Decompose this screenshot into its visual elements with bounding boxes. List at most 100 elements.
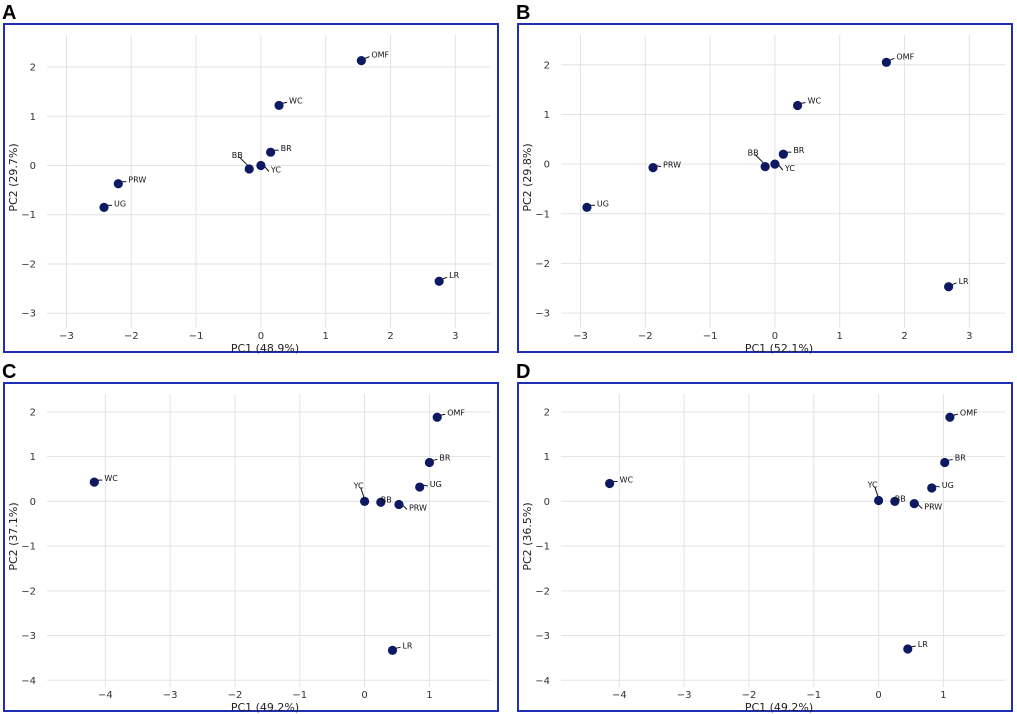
point-label-bb: BB <box>232 151 243 160</box>
scatter-point-bb <box>244 164 254 174</box>
point-label-prw: PRW <box>128 176 146 185</box>
y-tick-label: 1 <box>544 110 550 121</box>
scatter-point-yc <box>360 496 370 506</box>
scatter-point-ug <box>582 202 592 212</box>
panel-c-chart: −4 −3 −2 −1 0 1 2 1 0 −1 −2 −3 −4 PC1 (49.2%) PC2 (37.… <box>7 394 491 714</box>
scatter-point-omf <box>356 56 366 66</box>
scatter-point-lr <box>944 282 954 292</box>
scatter-point-lr <box>903 644 913 654</box>
x-tick-label: −1 <box>703 331 718 342</box>
y-tick-label: −2 <box>21 586 36 597</box>
point-label-br: BR <box>793 146 804 155</box>
scatter-point-omf <box>432 412 442 422</box>
point-label-br: BR <box>281 144 292 153</box>
scatter-point-bb <box>890 496 900 506</box>
y-tick-label: 0 <box>544 160 550 171</box>
x-tick-label: 1 <box>837 331 843 342</box>
x-tick-label: −3 <box>677 690 692 701</box>
point-label-yc: YC <box>784 164 795 173</box>
scatter-point-ug <box>927 483 937 493</box>
x-tick-label: −3 <box>573 331 588 342</box>
y-tick-label: 0 <box>30 497 36 508</box>
point-label-lr: LR <box>959 277 969 286</box>
point-label-wc: WC <box>289 96 303 105</box>
x-tick-label: −3 <box>163 690 178 701</box>
y-tick-label: −2 <box>535 586 550 597</box>
point-label-bb: BB <box>895 494 906 503</box>
panel-d-chart: −4 −3 −2 −1 0 1 2 1 0 −1 −2 −3 −4 PC1 (49.2%) PC2 (36.… <box>521 394 1005 714</box>
point-label-bb: BB <box>381 495 392 504</box>
x-tick-label: 3 <box>966 331 972 342</box>
y-tick-label: 1 <box>30 112 36 123</box>
point-label-wc: WC <box>620 475 634 484</box>
x-tick-label: −3 <box>59 331 74 342</box>
y-axis-label: PC2 (36.5%) <box>521 502 534 570</box>
point-label-ug: UG <box>942 481 954 490</box>
point-label-yc: YC <box>270 165 281 174</box>
scatter-point-lr <box>387 645 398 655</box>
x-tick-label: −2 <box>124 331 139 342</box>
x-tick-label: 1 <box>426 690 432 701</box>
scatter-point-prw <box>648 162 658 173</box>
scatter-point-ug <box>99 202 109 212</box>
point-label-yc: YC <box>867 480 878 489</box>
point-label-omf: OMF <box>960 408 978 417</box>
x-tick-label: 1 <box>323 331 329 342</box>
y-tick-label: −3 <box>21 631 36 642</box>
panel-c-frame: −4 −3 −2 −1 0 1 2 1 0 −1 −2 −3 −4 PC1 (49.2%) PC2 (37.… <box>3 382 499 714</box>
panel-letter-d: D <box>516 361 531 383</box>
x-tick-label: −2 <box>638 331 653 342</box>
scatter-point-yc <box>256 160 266 171</box>
point-label-ug: UG <box>430 480 442 489</box>
panel-letter-c: C <box>2 361 17 383</box>
y-tick-label: 2 <box>544 407 550 418</box>
scatter-point-br <box>940 457 950 468</box>
y-tick-label: −1 <box>535 209 550 220</box>
scatter-point-wc <box>605 478 615 489</box>
scatter-point-yc <box>874 495 884 506</box>
point-label-yc: YC <box>353 481 364 490</box>
panel-letter-b: B <box>516 2 531 24</box>
x-tick-label: 2 <box>901 331 907 342</box>
y-tick-label: −4 <box>535 676 550 687</box>
y-tick-label: 0 <box>30 161 36 172</box>
y-tick-label: 2 <box>30 407 36 418</box>
x-tick-label: −4 <box>98 690 113 701</box>
point-label-br: BR <box>439 453 450 462</box>
y-tick-label: 2 <box>30 63 36 74</box>
y-tick-label: −1 <box>21 542 36 553</box>
x-tick-label: −2 <box>228 690 243 701</box>
scatter-point-prw <box>909 498 919 509</box>
x-tick-label: 0 <box>875 690 881 701</box>
point-label-wc: WC <box>104 474 118 483</box>
x-tick-label: 1 <box>940 690 946 701</box>
y-tick-label: 1 <box>30 452 36 463</box>
scatter-point-br <box>424 457 435 468</box>
x-tick-label: 0 <box>772 331 778 342</box>
scatter-point-br <box>778 149 788 159</box>
point-label-bb: BB <box>748 149 759 158</box>
x-tick-label: −2 <box>742 690 757 701</box>
panel-b-chart: −3 −2 −1 0 1 2 3 2 1 0 −1 −2 −3 PC1 (52.1%) PC2 (29.8%… <box>521 35 1005 355</box>
x-axis-label: PC1 (49.2%) <box>231 701 299 714</box>
y-tick-label: −2 <box>535 259 550 270</box>
panel-a-frame: −3 −2 −1 0 1 2 3 2 1 0 −1 −2 −3 PC1 (48.9%) PC2 (29.7%… <box>3 23 499 355</box>
panel-b-frame: −3 −2 −1 0 1 2 3 2 1 0 −1 −2 −3 PC1 (52.1%) PC2 (29.8%… <box>517 23 1013 355</box>
point-label-br: BR <box>955 453 966 462</box>
point-label-prw: PRW <box>409 503 427 512</box>
x-tick-label: 2 <box>387 331 393 342</box>
point-label-wc: WC <box>808 97 822 106</box>
point-label-ug: UG <box>114 199 126 208</box>
x-tick-label: −1 <box>806 690 821 701</box>
point-label-omf: OMF <box>371 51 389 60</box>
x-tick-label: −1 <box>292 690 307 701</box>
panel-a-chart: −3 −2 −1 0 1 2 3 2 1 0 −1 −2 −3 PC1 (48.9%) PC2 (29.7%… <box>7 35 491 355</box>
scatter-point-ug <box>415 482 425 492</box>
scatter-point-br <box>266 147 276 157</box>
y-tick-label: −3 <box>21 309 36 320</box>
x-axis-label: PC1 (49.2%) <box>745 701 813 714</box>
x-axis-label: PC1 (52.1%) <box>745 342 813 355</box>
x-tick-label: −4 <box>612 690 627 701</box>
scatter-point-bb <box>760 162 770 172</box>
point-label-omf: OMF <box>896 52 914 61</box>
